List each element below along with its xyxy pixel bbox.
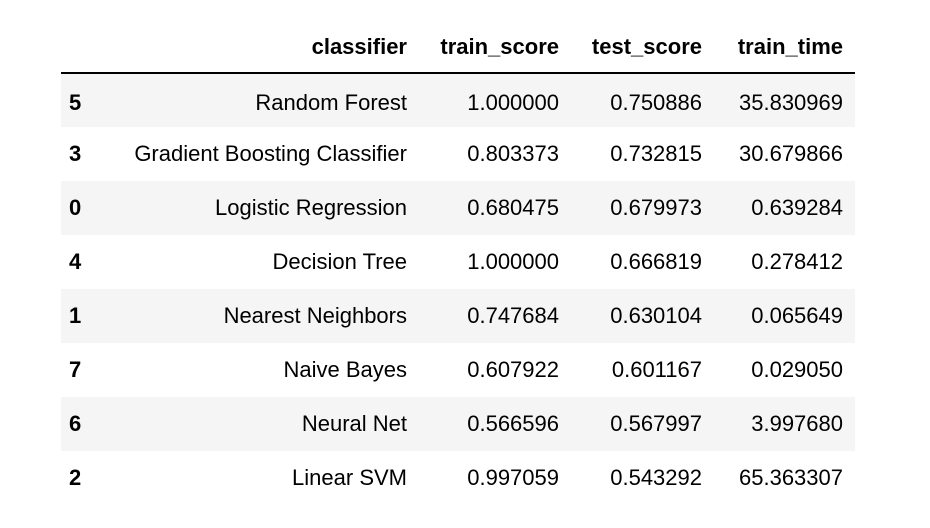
row-index-cell: 0: [69, 195, 82, 220]
table-row: 0 Logistic Regression 0.680475 0.679973 0.63…: [61, 181, 855, 235]
test-score-cell: 0.750886: [610, 89, 702, 115]
test-score-cell: 0.567997: [610, 411, 702, 436]
column-header-test-score: test_score: [571, 22, 714, 74]
train-score-cell: 0.747684: [467, 303, 559, 328]
classifier-cell: Random Forest: [255, 89, 407, 115]
train-time-cell: 3.997680: [751, 411, 843, 436]
train-time-cell: 0.639284: [751, 195, 843, 220]
table-row: 2 Linear SVM 0.997059 0.543292 65.363307: [61, 451, 855, 505]
row-index-cell: 5: [69, 89, 82, 115]
test-score-cell: 0.543292: [610, 465, 702, 490]
test-score-cell: 0.630104: [610, 303, 702, 328]
classifier-cell: Decision Tree: [272, 249, 407, 274]
row-index-cell: 6: [69, 411, 82, 436]
train-score-cell: 0.997059: [467, 465, 559, 490]
results-table-container: classifier train_score test_score train_…: [61, 22, 855, 505]
row-index-cell: 2: [69, 465, 82, 490]
train-time-cell: 30.679866: [739, 141, 843, 166]
train-time-cell: 0.278412: [751, 249, 843, 274]
classifier-cell: Linear SVM: [292, 465, 407, 490]
classifier-cell: Naive Bayes: [283, 357, 407, 382]
test-score-cell: 0.732815: [610, 141, 702, 166]
index-column-header: [61, 22, 95, 74]
row-index-cell: 1: [69, 303, 82, 328]
classifier-cell: Gradient Boosting Classifier: [134, 141, 407, 166]
table-row: 3 Gradient Boosting Classifier 0.803373 0.7…: [61, 127, 855, 181]
row-index-cell: 7: [69, 357, 82, 382]
train-score-cell: 0.607922: [467, 357, 559, 382]
classifier-cell: Logistic Regression: [215, 195, 407, 220]
column-header-train-score: train_score: [419, 22, 571, 74]
test-score-cell: 0.601167: [611, 357, 702, 382]
table-body: 5 Random Forest 1.000000 0.750886 35.830969 3…: [61, 73, 855, 505]
train-score-cell: 1.000000: [467, 89, 559, 115]
train-score-cell: 1.000000: [467, 249, 559, 274]
train-score-cell: 0.566596: [467, 411, 559, 436]
train-time-cell: 35.830969: [739, 89, 843, 115]
header-row: classifier train_score test_score train_…: [61, 22, 855, 74]
train-time-cell: 0.029050: [751, 357, 843, 382]
results-table: classifier train_score test_score train_…: [61, 22, 855, 505]
train-time-cell: 65.363307: [739, 465, 843, 490]
table-row: 4 Decision Tree 1.000000 0.666819 0.278412: [61, 235, 855, 289]
train-time-cell: 0.065649: [751, 303, 843, 328]
column-header-train-time: train_time: [714, 22, 855, 74]
row-index-cell: 3: [69, 141, 82, 166]
test-score-cell: 0.666819: [610, 249, 702, 274]
row-index-cell: 4: [69, 249, 82, 274]
classifier-cell: Nearest Neighbors: [223, 303, 407, 328]
classifier-cell: Neural Net: [301, 411, 407, 436]
table-row: 7 Naive Bayes 0.607922 0.601167 0.029050: [61, 343, 855, 397]
test-score-cell: 0.679973: [610, 195, 702, 220]
train-score-cell: 0.680475: [467, 195, 559, 220]
column-header-classifier: classifier: [95, 22, 419, 74]
table-row: 6 Neural Net 0.566596 0.567997 3.997680: [61, 397, 855, 451]
table-row: 5 Random Forest 1.000000 0.750886 35.830969: [61, 73, 855, 127]
table-row: 1 Nearest Neighbors 0.747684 0.630104 0.0656…: [61, 289, 855, 343]
table-header: classifier train_score test_score train_…: [61, 22, 855, 74]
train-score-cell: 0.803373: [467, 141, 559, 166]
